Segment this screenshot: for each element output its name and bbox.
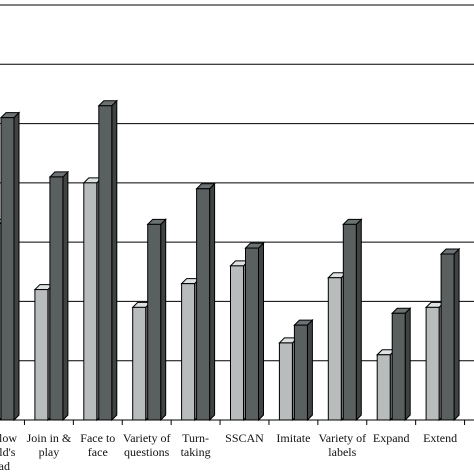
- bar-front: [132, 306, 147, 421]
- bar-front: [181, 283, 196, 421]
- bar-front: [98, 105, 113, 421]
- bar-front: [278, 342, 293, 421]
- category-label: SSCAN: [225, 431, 264, 445]
- category-label: Expand: [373, 431, 410, 445]
- category-label: Followchild'slead: [0, 431, 17, 473]
- bar-front: [391, 312, 406, 421]
- category-label: Turn-taking: [181, 431, 211, 459]
- bar-front: [34, 289, 49, 421]
- bar-front: [49, 176, 64, 421]
- bar: [244, 241, 265, 422]
- category-label: Variety of labels: [318, 431, 366, 459]
- bar-front: [440, 253, 455, 421]
- bar: [146, 218, 167, 422]
- bar-front: [342, 223, 357, 421]
- bar-side: [306, 318, 313, 422]
- bar: [0, 111, 21, 422]
- category-label: Imitate: [276, 431, 310, 445]
- bar-side: [258, 241, 264, 422]
- bar-front: [245, 247, 259, 421]
- bar-side: [111, 99, 118, 422]
- bar-front: [83, 182, 98, 421]
- bar: [48, 170, 70, 422]
- bar: [390, 307, 412, 422]
- bar: [195, 182, 216, 422]
- category-label: Join in & play: [27, 431, 72, 459]
- bar-front: [230, 265, 244, 421]
- bar-side: [355, 218, 362, 422]
- bars: [0, 99, 461, 422]
- bar-front: [196, 188, 211, 421]
- bar-side: [209, 182, 216, 422]
- bar-front: [0, 117, 15, 421]
- bar-front: [147, 223, 162, 421]
- category-label: Extend: [423, 431, 457, 445]
- bar: [342, 218, 363, 422]
- bar-side: [453, 247, 460, 422]
- bar-side: [404, 307, 411, 422]
- bar-side: [160, 218, 167, 422]
- bar-front: [293, 324, 308, 421]
- bar-front: [327, 277, 342, 421]
- bar-side: [62, 170, 69, 422]
- bar-side: [13, 111, 20, 422]
- bar: [293, 318, 314, 422]
- gridlines: [0, 4, 474, 362]
- x-axis: [0, 419, 474, 425]
- bar: [97, 99, 119, 422]
- bar-front: [376, 354, 391, 421]
- category-label: Variety of questions: [123, 431, 171, 459]
- category-labels: Followchild'slead Join in &play Face tofac…: [0, 431, 457, 473]
- category-label: Face to face: [80, 431, 115, 459]
- bar: [439, 247, 461, 422]
- bar-front: [425, 306, 440, 421]
